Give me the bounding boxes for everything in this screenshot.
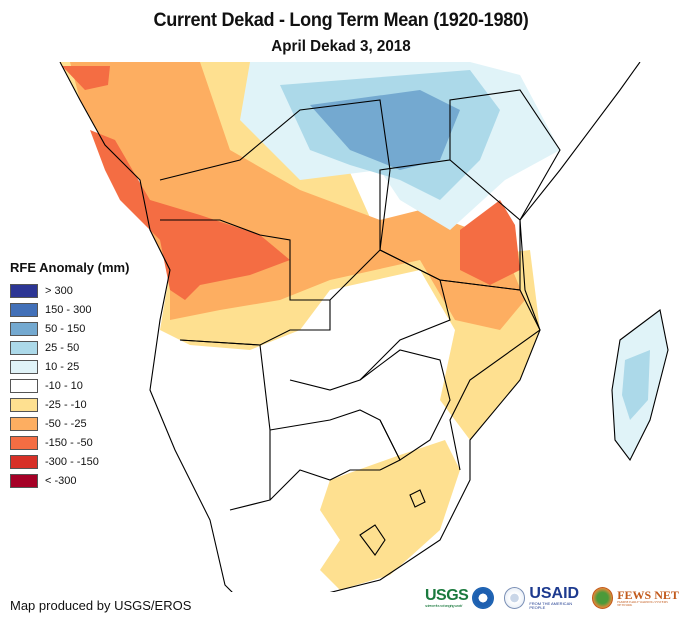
usgs-logo: USGS science for a changing world <box>425 587 469 608</box>
madagascar-coast <box>611 309 669 462</box>
legend-label: -10 - 10 <box>45 379 83 392</box>
legend-item: -150 - -50 <box>10 433 129 452</box>
legend-swatch <box>10 321 38 336</box>
usaid-logo: USAID FROM THE AMERICAN PEOPLE <box>529 585 580 610</box>
credit-text: Map produced by USGS/EROS <box>10 598 192 613</box>
border-zambia <box>289 249 451 391</box>
legend-swatch <box>10 340 38 355</box>
legend-swatch <box>10 397 38 412</box>
legend-item: > 300 <box>10 281 129 300</box>
partner-logos: USGS science for a changing world USAID … <box>425 586 682 610</box>
legend-label: 10 - 25 <box>45 360 80 373</box>
zone-50-150 <box>310 90 460 170</box>
anomaly-shading <box>60 62 668 592</box>
legend-label: -300 - -150 <box>45 455 99 468</box>
legend-swatch <box>10 302 38 317</box>
legend-item: < -300 <box>10 471 129 490</box>
legend-item: 150 - 300 <box>10 300 129 319</box>
legend-item: 10 - 25 <box>10 357 129 376</box>
legend-title: RFE Anomaly (mm) <box>10 260 130 275</box>
border-drc <box>159 99 391 251</box>
legend-label: < -300 <box>45 474 77 487</box>
legend-item: -10 - 10 <box>10 376 129 395</box>
legend-swatch <box>10 378 38 393</box>
usaid-seal-icon <box>503 587 526 609</box>
legend: RFE Anomaly (mm) > 300 150 - 300 50 - 150 2… <box>10 260 129 490</box>
legend-label: 150 - 300 <box>45 303 92 316</box>
legend-item: -50 - -25 <box>10 414 129 433</box>
border-swaziland <box>409 489 426 508</box>
map-title: Current Dekad - Long Term Mean (1920-198… <box>153 10 529 31</box>
legend-item: 50 - 150 <box>10 319 129 338</box>
zone-south-peach <box>320 440 460 590</box>
legend-item: -25 - -10 <box>10 395 129 414</box>
zone-minus150-50 <box>90 130 290 300</box>
zone-minus150-50-north <box>62 66 110 90</box>
legend-item: -300 - -150 <box>10 452 129 471</box>
coastline <box>59 62 641 592</box>
legend-label: -150 - -50 <box>45 436 93 449</box>
border-botswana <box>269 409 401 501</box>
legend-label: 25 - 50 <box>45 341 80 354</box>
legend-item: 25 - 50 <box>10 338 129 357</box>
legend-swatch <box>10 454 38 469</box>
border-lesotho <box>359 524 386 556</box>
legend-swatch <box>10 435 38 450</box>
legend-label: 50 - 150 <box>45 322 86 335</box>
legend-swatch <box>10 283 38 298</box>
legend-label: -25 - -10 <box>45 398 87 411</box>
legend-label: > 300 <box>45 284 73 297</box>
map-subtitle: April Dekad 3, 2018 <box>271 38 411 55</box>
fews-globe-icon <box>591 587 614 609</box>
legend-label: -50 - -25 <box>45 417 87 430</box>
madagascar-blue <box>622 350 650 420</box>
zone-minus150-50-east <box>460 200 520 285</box>
noaa-logo <box>472 587 494 609</box>
rainfall-anomaly-map <box>59 62 669 592</box>
border-kenya <box>449 89 561 221</box>
legend-swatch <box>10 416 38 431</box>
border-zimbabwe <box>359 349 451 461</box>
legend-swatch <box>10 473 38 488</box>
legend-swatch <box>10 359 38 374</box>
country-borders <box>59 62 669 592</box>
fews-net-logo: FEWS NET FAMINE EARLY WARNING SYSTEMS NE… <box>617 588 679 607</box>
